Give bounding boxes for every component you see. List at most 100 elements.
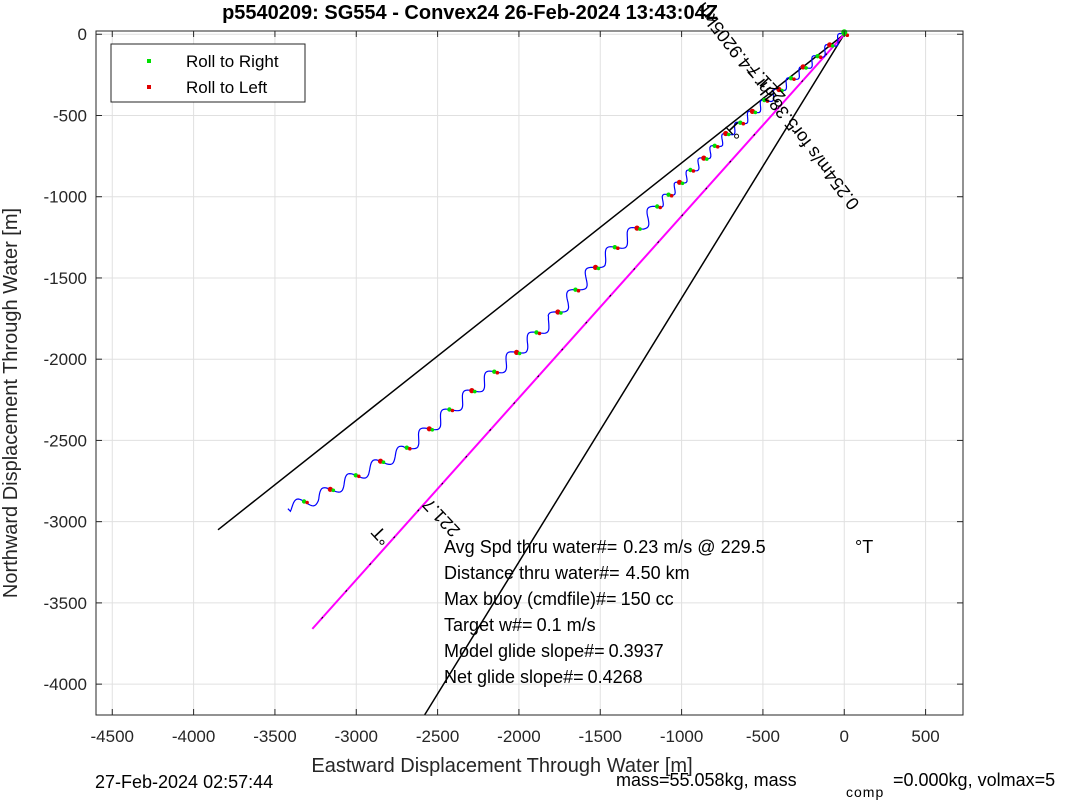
spiral-marker-2 <box>612 245 617 250</box>
spiral-marker-b-4 <box>576 288 581 293</box>
x-tick-label-6: -1500 <box>579 727 622 746</box>
stat-model-glide-slope: Model glide slope#= 0.3937 <box>444 641 664 661</box>
legend-label-roll-left: Roll to Left <box>186 78 268 97</box>
x-tick-label-4: -2500 <box>416 727 459 746</box>
x-tick-label-5: -2000 <box>497 727 540 746</box>
glider-track <box>287 32 845 513</box>
y-tick-label-3: -1500 <box>44 269 87 288</box>
y-tick-label-1: -500 <box>53 106 87 125</box>
y-tick-label-8: -4000 <box>44 675 87 694</box>
heading-line <box>311 33 846 630</box>
stat-max-buoy: Max buoy (cmdfile)#= 150 cc <box>444 589 674 609</box>
stats-block: Avg Spd thru water#= 0.23 m/s @ 229.5 °T … <box>444 537 873 687</box>
segment-marker-10 <box>712 143 717 148</box>
spiral-marker-b-3 <box>596 266 601 271</box>
segment-marker-b-8 <box>741 121 746 126</box>
spiral-marker-12 <box>404 445 409 450</box>
y-tick-label-4: -2000 <box>44 350 87 369</box>
spiral-marker-b-15 <box>331 488 336 493</box>
chart-title: p5540209: SG554 - Convex24 26-Feb-2024 1… <box>222 2 718 24</box>
segment-marker-b-2 <box>818 55 823 59</box>
wedge-line-1 <box>423 33 845 716</box>
y-axis-label: Northward Displacement Through Water [m] <box>0 208 22 598</box>
footer-mass-subscript: comp <box>846 784 884 800</box>
segment-marker-b-11 <box>705 157 709 161</box>
spiral-marker-b-11 <box>430 428 435 432</box>
track-segment-spiral <box>287 205 658 513</box>
segment-marker-6 <box>762 97 767 103</box>
x-tick-label-10: 500 <box>911 727 939 746</box>
segment-marker-b-13 <box>680 181 685 186</box>
segment-marker-b-12 <box>691 169 696 173</box>
stat-target-w: Target w#= 0.1 m/s <box>444 615 596 635</box>
x-tick-label-2: -3500 <box>253 727 296 746</box>
segment-marker-b-10 <box>715 145 720 149</box>
segment-marker-b-9 <box>726 132 731 137</box>
stat-avg-speed-unit: °T <box>855 537 873 557</box>
x-axis-label: Eastward Displacement Through Water [m] <box>311 755 692 777</box>
stat-avg-speed: Avg Spd thru water#= 0.23 m/s @ 229.5 <box>444 537 766 557</box>
wedge-lines <box>217 33 845 716</box>
spiral-marker-b-8 <box>495 370 500 375</box>
segment-marker-2 <box>815 54 820 59</box>
y-tick-label-6: -3000 <box>44 513 87 532</box>
spiral-marker-b-7 <box>517 351 522 356</box>
segment-marker-b-5 <box>780 88 784 93</box>
segment-marker-b-6 <box>765 99 770 103</box>
x-tick-label-9: 0 <box>840 727 849 746</box>
spiral-marker-4 <box>573 287 578 292</box>
x-tick-label-3: -3000 <box>335 727 378 746</box>
stat-net-glide-slope: Net glide slope#= 0.4268 <box>444 667 643 687</box>
y-tick-label-2: -1000 <box>44 188 87 207</box>
legend-box <box>110 43 306 103</box>
footer-mass-rest: =0.000kg, volmax=5 <box>893 770 1055 790</box>
segment-marker-4 <box>788 76 794 81</box>
heading-line-magenta <box>311 33 846 630</box>
segment-marker-8 <box>738 120 743 125</box>
track-segment-near-start <box>657 32 845 208</box>
grid-lines <box>96 31 963 715</box>
segment-marker-b-4 <box>792 77 796 81</box>
roll-markers <box>301 29 850 505</box>
spiral-marker-b-10 <box>450 408 455 413</box>
legend: Roll to Right Roll to Left <box>110 43 306 103</box>
spiral-marker-b-9 <box>473 389 477 394</box>
spiral-marker-b-14 <box>357 474 361 479</box>
axis-ticks: -4500 -4000 -3500 -3000 -2500 -2000 -1500 -1000… <box>44 25 963 746</box>
y-tick-label-5: -2500 <box>44 431 87 450</box>
spiral-marker-b-2 <box>616 246 620 250</box>
spiral-marker-b-12 <box>408 446 412 451</box>
spiral-marker-b-1 <box>638 227 642 231</box>
segment-marker-b-14 <box>669 193 674 198</box>
x-tick-label-1: -4000 <box>172 727 215 746</box>
segment-marker-14 <box>666 192 671 197</box>
legend-marker-roll-right <box>147 59 151 63</box>
legend-marker-roll-left <box>147 85 151 89</box>
spiral-marker-10 <box>447 407 452 412</box>
spiral-marker-6 <box>534 330 539 335</box>
spiral-marker-16 <box>301 499 307 504</box>
spiral-marker-8 <box>492 369 497 374</box>
plot-frame <box>95 30 964 716</box>
segment-marker-b-1 <box>830 44 835 48</box>
y-tick-label-0: 0 <box>78 25 87 44</box>
wedge-line-0 <box>217 33 845 531</box>
spiral-marker-b-16 <box>305 500 309 505</box>
spiral-marker-b-13 <box>381 460 386 465</box>
y-tick-label-7: -3500 <box>44 594 87 613</box>
spiral-marker-b-0 <box>658 205 662 210</box>
segment-marker-12 <box>688 167 693 173</box>
footer-date: 27-Feb-2024 02:57:44 <box>95 772 273 792</box>
spiral-marker-14 <box>353 473 358 478</box>
legend-label-roll-right: Roll to Right <box>186 52 279 71</box>
x-tick-label-0: -4500 <box>91 727 134 746</box>
segment-marker-b-7 <box>753 110 758 115</box>
segment-marker-b-3 <box>804 66 808 70</box>
spiral-marker-b-6 <box>537 331 542 336</box>
stat-distance: Distance thru water#= 4.50 km <box>444 563 690 583</box>
x-tick-label-8: -500 <box>746 727 780 746</box>
x-tick-label-7: -1000 <box>660 727 703 746</box>
spiral-marker-b-5 <box>559 311 563 315</box>
footer-mass: mass=55.058kg, mass <box>616 770 797 790</box>
